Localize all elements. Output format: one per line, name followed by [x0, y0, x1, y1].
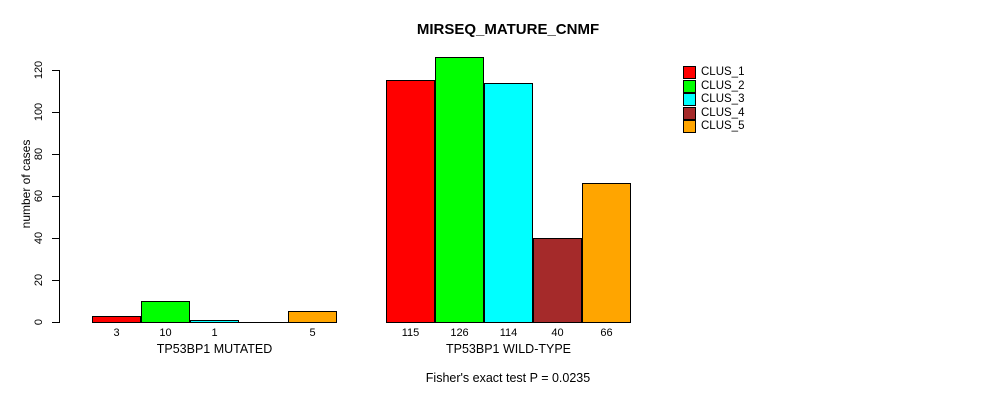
bar-count-label: 126 — [450, 327, 469, 339]
legend-label: CLUS_1 — [701, 66, 745, 78]
bar-clus_5-group2 — [582, 183, 631, 323]
y-tick-label: 60 — [33, 189, 45, 203]
group-label-wildtype: TP53BP1 WILD-TYPE — [445, 342, 572, 356]
bar-count-label: 1 — [211, 327, 218, 339]
group-label-mutated: TP53BP1 MUTATED — [156, 342, 273, 356]
bar-count-label: 40 — [551, 327, 564, 339]
bar-clus_4-group1 — [239, 322, 288, 323]
y-tick-mark — [52, 112, 59, 113]
annotation-text: Fisher's exact test P = 0.0235 — [425, 371, 591, 385]
bar-clus_2-group1 — [141, 301, 190, 323]
legend-label: CLUS_2 — [701, 79, 745, 92]
y-tick-mark — [52, 322, 59, 323]
legend-swatch-clus_3 — [683, 93, 696, 107]
y-tick-mark — [52, 154, 59, 155]
bar-count-label: 114 — [499, 327, 518, 339]
bar-clus_3-group1 — [190, 320, 239, 323]
bar-clus_3-group2 — [484, 83, 533, 323]
chart-title: MIRSEQ_MATURE_CNMF — [416, 21, 600, 38]
bar-clus_5-group1 — [288, 311, 337, 323]
legend-label: CLUS_3 — [701, 93, 745, 106]
y-axis-line — [59, 70, 60, 323]
legend-swatch-clus_5 — [683, 120, 696, 134]
legend-label: CLUS_4 — [701, 106, 745, 119]
y-tick-mark — [52, 196, 59, 197]
y-tick-label: 80 — [33, 147, 45, 161]
legend-swatch-clus_1 — [683, 66, 696, 79]
y-tick-label: 100 — [33, 102, 45, 122]
legend-label: CLUS_5 — [701, 120, 745, 133]
bar-count-label: 10 — [159, 327, 172, 339]
y-tick-label: 120 — [33, 60, 45, 80]
legend-swatch-clus_2 — [683, 79, 696, 93]
y-tick-mark — [52, 280, 59, 281]
bar-clus_1-group1 — [92, 316, 141, 323]
bar-count-label: 3 — [113, 327, 120, 339]
bar-clus_2-group2 — [435, 57, 484, 323]
y-tick-mark — [52, 238, 59, 239]
y-tick-mark — [52, 70, 59, 71]
bar-clus_4-group2 — [533, 238, 582, 323]
y-tick-label: 20 — [33, 273, 45, 287]
bar-count-label: 5 — [309, 327, 316, 339]
legend-swatch-clus_4 — [683, 106, 696, 120]
y-tick-label: 40 — [33, 231, 45, 245]
y-tick-label: 0 — [33, 318, 45, 326]
bar-clus_1-group2 — [386, 80, 435, 323]
bar-count-label: 66 — [600, 327, 613, 339]
y-axis-label: number of cases — [19, 139, 33, 229]
bar-count-label: 115 — [401, 327, 420, 339]
